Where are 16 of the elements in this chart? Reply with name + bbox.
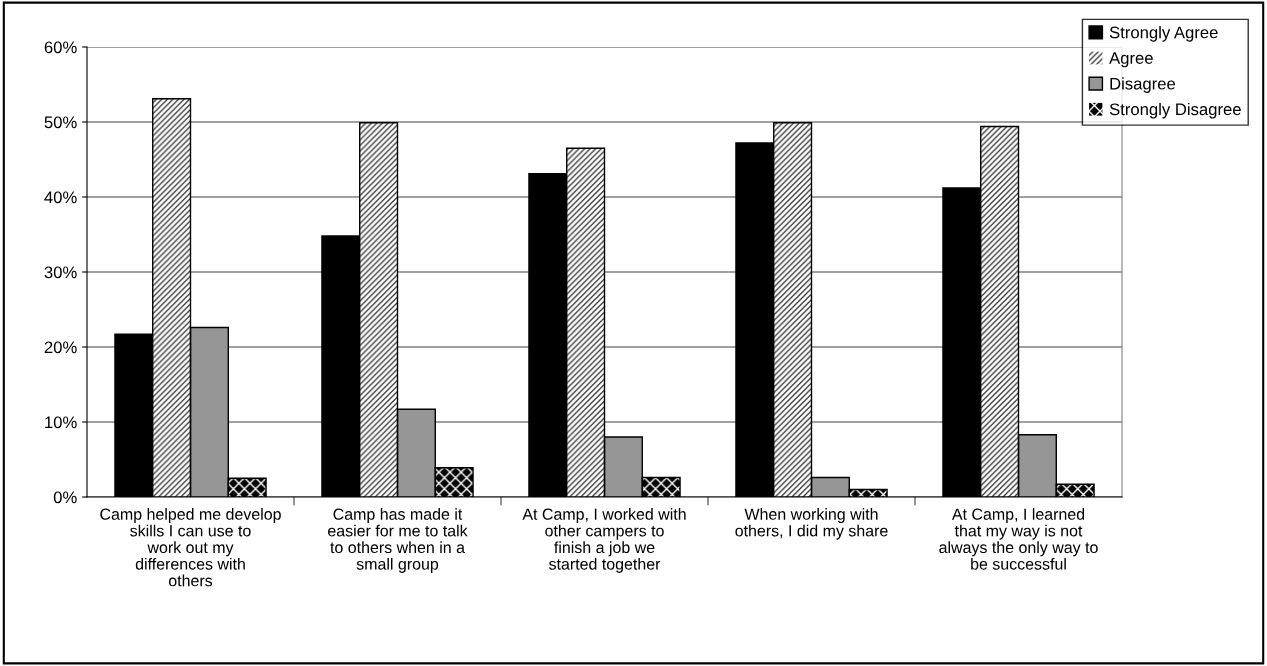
y-tick-label: 20%: [44, 341, 77, 354]
y-tick-label: 60%: [44, 41, 77, 54]
x-tick-label: When working with others, I did my share: [735, 508, 888, 540]
legend-label: Agree: [1109, 52, 1153, 68]
y-tick-label: 10%: [45, 416, 77, 429]
y-tick-label: 40%: [44, 191, 77, 204]
x-tick-label: At Camp, I worked with other campers to finish a job we started together: [522, 508, 686, 573]
legend-label: Disagree: [1110, 77, 1176, 93]
x-tick-label: At Camp, I learned that my way is not always the only way to be successful: [939, 508, 1098, 570]
y-tick-label: 0%: [53, 491, 77, 504]
x-tick-label: Camp has made it easier for me to talk to others when in a small group: [328, 508, 468, 573]
legend-label: Strongly Disagree: [1109, 102, 1241, 119]
legend-label: Strongly Agree: [1109, 26, 1218, 42]
x-tick-label: Camp helped me develop skills I can use to work out my differences with others: [100, 508, 281, 587]
y-tick-label: 30%: [44, 266, 77, 279]
y-tick-label: 50%: [44, 116, 77, 129]
